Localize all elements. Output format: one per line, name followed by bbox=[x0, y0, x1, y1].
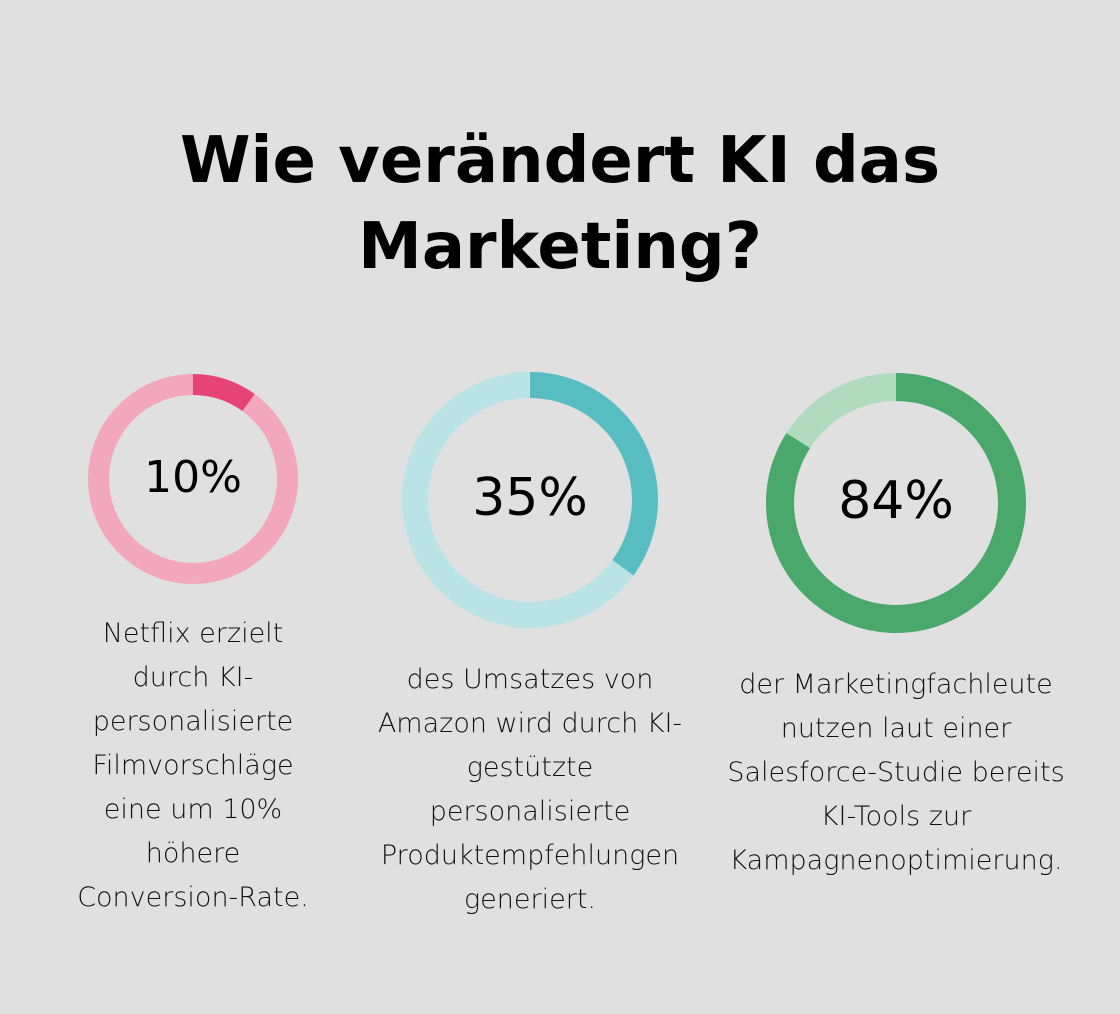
percent-label-amazon: 35% bbox=[472, 468, 588, 528]
donut-value-arc bbox=[88, 374, 298, 584]
donut-chart-salesforce bbox=[766, 373, 1026, 633]
donut-chart-netflix bbox=[88, 374, 298, 584]
description-salesforce: der Marketingfachleute nutzen laut einer… bbox=[727, 669, 1065, 876]
donut-value-arc bbox=[402, 372, 658, 628]
description-netflix: Netflix erzielt durch KI-personalisierte… bbox=[77, 618, 309, 913]
percent-label-netflix: 10% bbox=[144, 452, 242, 503]
donut-chart-amazon bbox=[402, 372, 658, 628]
title-line-1: Wie verändert KI das bbox=[179, 124, 941, 198]
percent-label-salesforce: 84% bbox=[838, 471, 954, 531]
title-line-2: Marketing? bbox=[358, 210, 762, 284]
description-amazon: des Umsatzes von Amazon wird durch KI-ge… bbox=[377, 664, 683, 915]
page-title: Wie verändert KI das Marketing? bbox=[0, 118, 1120, 290]
donut-value-arc bbox=[766, 373, 1026, 633]
